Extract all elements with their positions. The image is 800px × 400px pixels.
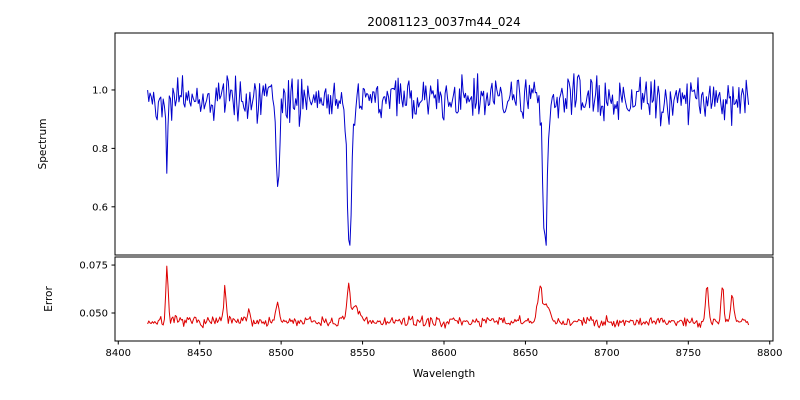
- ticks-layer: 0.6 0.8 1.0 0.050 0.075 8400 8450 8500 8550 8600 8…: [79, 85, 782, 359]
- x-axis-label: Wavelength: [413, 368, 475, 380]
- x-tick-label: 8450: [187, 348, 212, 359]
- x-tick-label: 8700: [594, 348, 619, 359]
- x-tick-label: 8550: [350, 348, 375, 359]
- series-layer: [147, 73, 750, 329]
- x-tick-label: 8650: [513, 348, 538, 359]
- spectrum-series: [147, 73, 750, 246]
- spectrum-y-axis-label: Spectrum: [37, 119, 49, 170]
- x-tick-label: 8750: [676, 348, 701, 359]
- chart-title: 20081123_0037m44_024: [367, 15, 520, 29]
- x-tick-label: 8800: [757, 348, 782, 359]
- spectrum-y-tick-label: 0.6: [92, 202, 108, 213]
- spectrum-y-tick-label: 1.0: [92, 85, 108, 96]
- error-y-axis-label: Error: [43, 286, 55, 312]
- error-axes-frame: [114, 256, 774, 342]
- error-y-tick-label: 0.050: [79, 309, 108, 320]
- x-tick-label: 8500: [268, 348, 293, 359]
- axes-layer: [114, 32, 774, 342]
- x-tick-label: 8400: [106, 348, 131, 359]
- error-y-tick-label: 0.075: [79, 261, 108, 272]
- error-series: [147, 265, 750, 329]
- spectrum-axes-frame: [114, 32, 774, 256]
- x-tick-label: 8600: [431, 348, 456, 359]
- spectrum-y-tick-label: 0.8: [92, 144, 108, 155]
